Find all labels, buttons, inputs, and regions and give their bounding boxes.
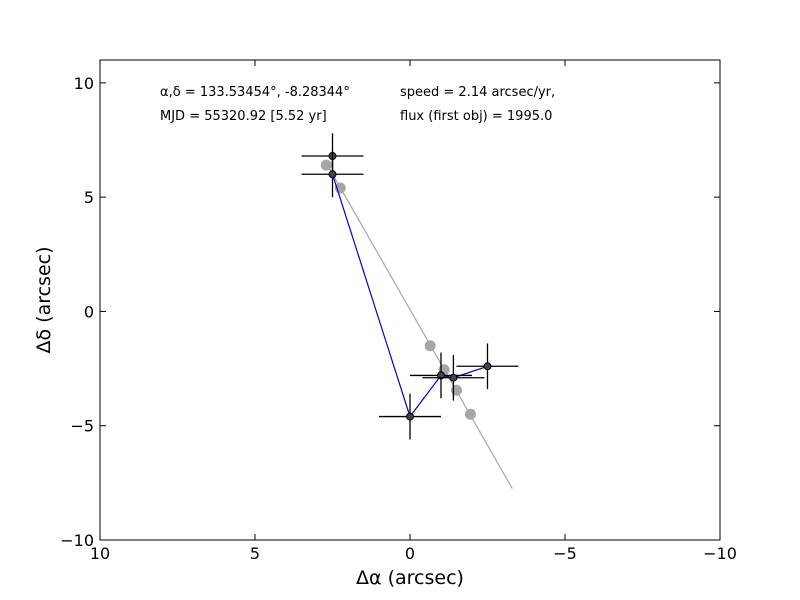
y-tick-label-4: −10: [60, 531, 94, 550]
observation-point-2: [406, 412, 414, 421]
observation-point-5: [483, 362, 492, 371]
x-tick-label-1: 5: [250, 544, 260, 563]
model-point-0: [320, 159, 332, 171]
observation-point-4: [449, 373, 458, 382]
model-track-line: [328, 168, 513, 489]
annotation-coords: α,δ = 133.53454°, -8.28344°: [160, 85, 350, 100]
observation-5: [456, 343, 519, 390]
model-layer: [320, 159, 513, 489]
plot-area: [100, 60, 720, 540]
annotation-flux: flux (first obj) = 1995.0: [400, 109, 552, 124]
model-point-2: [424, 340, 436, 352]
model-point-4: [451, 384, 462, 396]
y-tick-label-1: 5: [84, 188, 94, 207]
x-tick-label-0: 10: [90, 544, 110, 563]
x-tick-label-4: −10: [703, 544, 737, 563]
observation-4: [422, 354, 485, 401]
x-axis-title: Δα (arcsec): [356, 567, 464, 589]
y-tick-label-2: 0: [84, 302, 94, 321]
x-tick-label-3: −5: [553, 544, 577, 563]
y-tick-label-0: 10: [74, 74, 94, 93]
model-point-5: [464, 408, 476, 420]
observation-1: [301, 151, 364, 198]
annotation-mjd: MJD = 55320.92 [5.52 yr]: [160, 109, 327, 124]
y-axis-title: Δδ (arcsec): [33, 246, 55, 353]
annotation-speed: speed = 2.14 arcsec/yr,: [400, 85, 555, 100]
x-tick-label-2: 0: [405, 544, 415, 563]
observation-layer: [301, 133, 519, 440]
observation-point-1: [328, 170, 337, 179]
observation-2: [379, 393, 441, 440]
y-tick-label-3: −5: [70, 417, 94, 436]
